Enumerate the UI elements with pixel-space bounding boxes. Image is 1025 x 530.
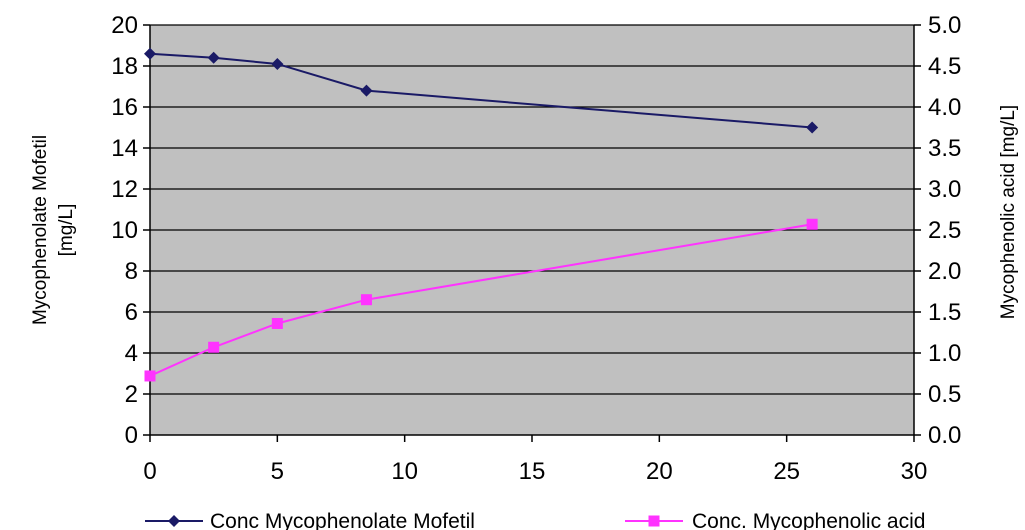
left-tick-label: 2 xyxy=(125,381,138,408)
right-tick-label: 1.5 xyxy=(928,299,961,326)
data-point-series-1 xyxy=(144,47,156,60)
right-tick-label: 2.0 xyxy=(928,258,961,285)
left-tick-label: 20 xyxy=(111,12,138,39)
right-axis-title: Mycophenolic acid [mg/L] xyxy=(998,105,1019,319)
left-axis-title-line1: Mycophenolate Mofetil xyxy=(30,135,51,325)
legend-swatch-marker xyxy=(168,515,180,527)
left-tick-label: 10 xyxy=(111,217,138,244)
legend: Conc Mycophenolate Mofetil Conc. Mycophen… xyxy=(145,510,925,530)
left-tick-label: 14 xyxy=(111,135,138,162)
x-tick-label: 30 xyxy=(901,458,928,485)
data-point-series-2 xyxy=(271,317,283,329)
legend-label: Conc. Mycophenolic acid xyxy=(692,510,925,530)
left-tick-label: 0 xyxy=(125,422,138,449)
series-group xyxy=(144,47,819,382)
left-tick-label: 8 xyxy=(125,258,138,285)
data-point-series-1 xyxy=(207,51,220,64)
data-point-series-1 xyxy=(806,121,819,134)
right-y-axis-ticks: 0.0 0.5 1.0 1.5 2.0 2.5 3.0 3.5 4.0 4.5 5.0 xyxy=(914,12,961,449)
data-point-series-2 xyxy=(144,370,156,382)
left-tick-label: 4 xyxy=(125,340,138,367)
left-tick-label: 6 xyxy=(125,299,138,326)
right-tick-label: 3.5 xyxy=(928,135,961,162)
data-point-series-2 xyxy=(806,218,818,230)
right-tick-label: 0.0 xyxy=(928,422,961,449)
x-tick-label: 10 xyxy=(391,458,418,485)
right-tick-label: 4.5 xyxy=(928,53,961,80)
x-tick-label: 0 xyxy=(143,458,156,485)
left-axis-title-line2: [mg/L] xyxy=(56,204,77,257)
x-tick-label: 5 xyxy=(271,458,284,485)
x-axis-ticks: 0 5 10 15 20 25 30 xyxy=(143,435,927,485)
x-tick-label: 25 xyxy=(773,458,800,485)
left-tick-label: 12 xyxy=(111,176,138,203)
right-tick-label: 1.0 xyxy=(928,340,961,367)
right-tick-label: 0.5 xyxy=(928,381,961,408)
left-tick-label: 16 xyxy=(111,94,138,121)
legend-swatch-marker xyxy=(648,515,660,527)
legend-label: Conc Mycophenolate Mofetil xyxy=(210,510,475,530)
data-point-series-2 xyxy=(360,294,372,306)
x-tick-label: 15 xyxy=(519,458,546,485)
right-tick-label: 2.5 xyxy=(928,217,961,244)
data-point-series-1 xyxy=(360,84,373,97)
right-tick-label: 5.0 xyxy=(928,12,961,39)
right-tick-label: 3.0 xyxy=(928,176,961,203)
data-point-series-1 xyxy=(271,57,284,70)
data-point-series-2 xyxy=(208,341,220,353)
right-tick-label: 4.0 xyxy=(928,94,961,121)
left-tick-label: 18 xyxy=(111,53,138,80)
x-tick-label: 20 xyxy=(646,458,673,485)
left-y-axis-ticks: 0 2 4 6 8 10 12 14 16 18 20 xyxy=(111,12,150,449)
